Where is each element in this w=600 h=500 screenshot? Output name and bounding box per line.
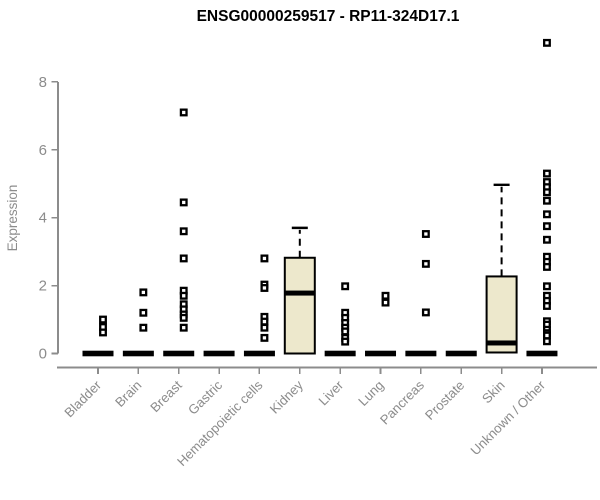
outlier-point	[179, 313, 188, 322]
y-tick-label: 4	[39, 210, 47, 227]
outlier-point	[543, 262, 551, 271]
outlier-point	[139, 288, 148, 297]
y-tick-label: 2	[39, 278, 47, 295]
x-category-label: Unknown / Other	[468, 377, 549, 458]
outlier-point	[543, 188, 551, 197]
outlier-point	[341, 337, 350, 346]
outlier-point	[381, 298, 390, 307]
outlier-point	[543, 302, 551, 310]
outlier-point	[260, 333, 269, 342]
outlier-point	[260, 254, 269, 263]
outlier-point	[543, 38, 551, 47]
outlier-point	[179, 323, 188, 332]
boxplot-flat-unknown-other	[526, 350, 558, 357]
chart-title: ENSG00000259517 - RP11-324D17.1	[196, 8, 460, 25]
outlier-point	[543, 210, 551, 219]
outlier-point	[179, 254, 188, 263]
outlier-point	[99, 315, 107, 324]
boxplot-flat-brain	[122, 350, 154, 357]
outlier-point	[260, 317, 269, 326]
outlier-point	[99, 328, 107, 337]
boxplot-flat-hematopoietic-cells	[243, 350, 275, 357]
boxplot-flat-bladder	[82, 350, 114, 357]
x-category-label: Kidney	[267, 377, 306, 416]
boxplot-flat-lung	[365, 350, 397, 357]
outlier-point	[341, 282, 350, 291]
median-line	[284, 290, 315, 296]
x-category-label: Lung	[355, 378, 386, 409]
boxplot-flat-prostate	[445, 350, 477, 357]
boxplot-box-kidney	[283, 256, 316, 355]
outlier-point	[179, 291, 188, 300]
y-axis-label: Expression	[5, 184, 20, 252]
outlier-point	[179, 227, 188, 236]
x-category-label: Liver	[315, 377, 346, 408]
outlier-point	[543, 169, 551, 178]
median-line	[486, 340, 517, 346]
boxplot-flat-breast	[163, 350, 195, 357]
outlier-point	[543, 196, 551, 205]
y-tick-label: 8	[39, 74, 47, 91]
boxplot-flat-liver	[324, 350, 356, 357]
x-category-label: Brain	[112, 378, 144, 410]
x-category-label: Prostate	[422, 378, 467, 423]
outlier-point	[421, 259, 430, 268]
outlier-point	[543, 337, 551, 346]
y-tick-label: 0	[39, 346, 47, 363]
outlier-point	[543, 235, 551, 244]
boxplot-flat-pancreas	[405, 350, 437, 357]
x-category-label: Gastric	[185, 377, 225, 417]
outlier-point	[421, 230, 430, 238]
boxplot-flat-gastric	[203, 350, 235, 357]
x-category-label: Bladder	[61, 377, 104, 420]
x-category-label: Breast	[147, 377, 185, 415]
outlier-point	[139, 308, 148, 317]
outlier-point	[139, 323, 148, 332]
outlier-point	[381, 291, 390, 300]
outlier-point	[543, 222, 551, 231]
boxplot-box-skin	[485, 275, 518, 354]
outlier-point	[260, 323, 269, 332]
outlier-point	[421, 308, 430, 317]
outlier-point	[543, 282, 551, 291]
outlier-point	[341, 327, 350, 336]
outlier-point	[179, 108, 188, 117]
x-category-label: Skin	[479, 378, 508, 407]
y-tick-label: 6	[39, 142, 47, 159]
outlier-point	[260, 284, 269, 292]
x-category-label: Pancreas	[377, 377, 427, 427]
outlier-point	[179, 198, 188, 207]
